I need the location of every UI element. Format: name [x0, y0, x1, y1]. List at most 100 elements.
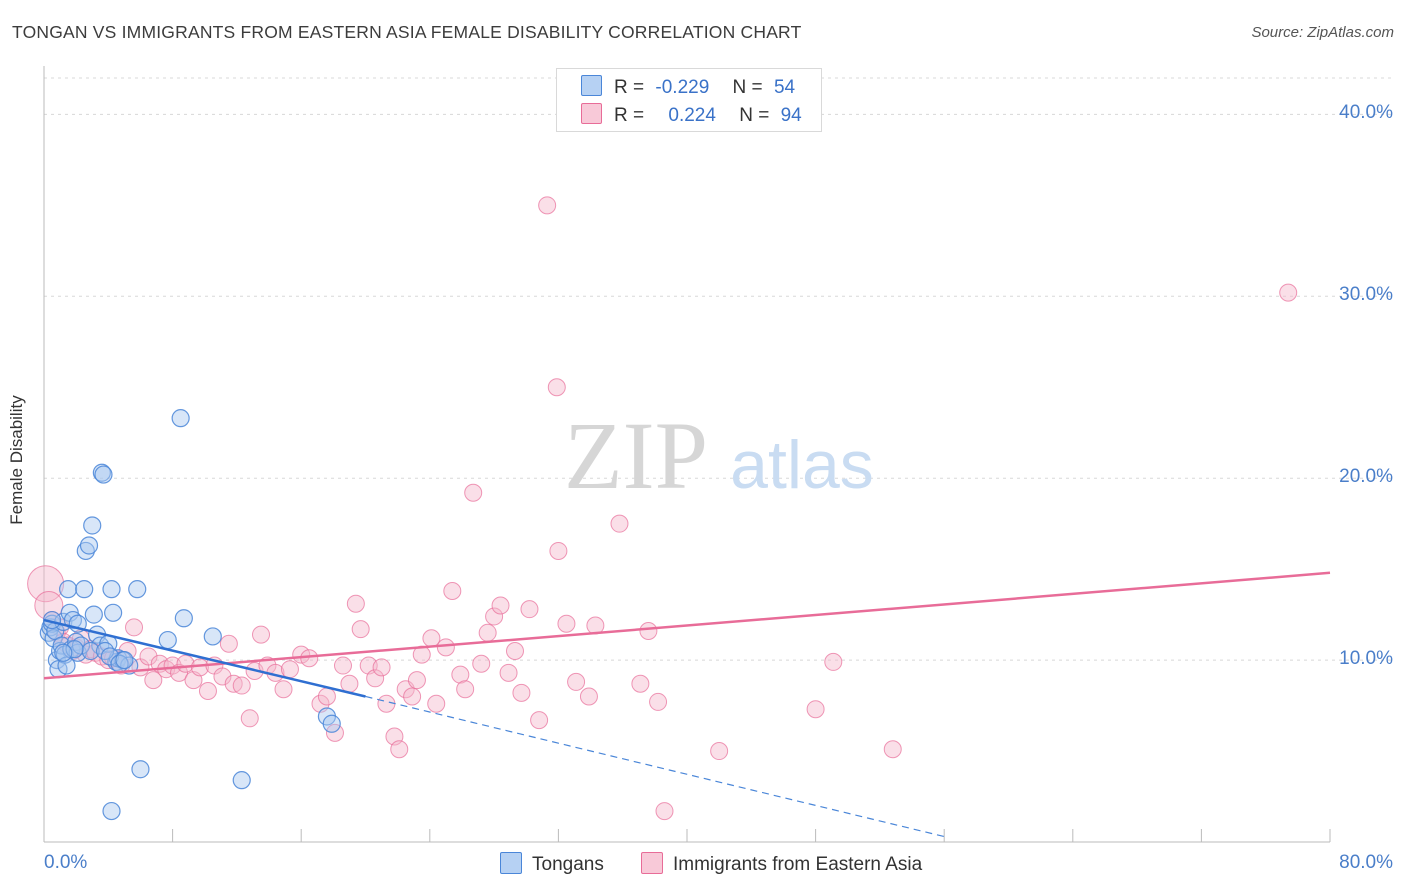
immigrants-point: [422, 629, 441, 648]
immigrants-point: [478, 623, 497, 642]
tongans-trend-extension: [365, 695, 945, 838]
watermark-atlas: atlas: [730, 427, 874, 503]
immigrants-point: [443, 581, 462, 600]
immigrants-point: [464, 483, 483, 502]
x-tick-min: 0.0%: [44, 852, 88, 873]
immigrants-point: [317, 687, 336, 706]
r-value: -0.229: [655, 77, 710, 98]
legend-label-tongans: Tongans: [532, 854, 604, 875]
immigrants-point: [491, 596, 510, 615]
source-label: Source: ZipAtlas.com: [1251, 24, 1394, 41]
tongans-point: [171, 409, 190, 428]
immigrants-point: [300, 649, 319, 668]
tongans-point: [158, 630, 177, 650]
immigrants-point: [530, 711, 549, 730]
immigrants-point: [557, 614, 576, 633]
tongans-point: [104, 603, 123, 622]
tongans-point: [322, 714, 341, 733]
immigrants-point: [883, 740, 902, 759]
immigrants-point: [144, 671, 163, 690]
legend-label-immigrants: Immigrants from Eastern Asia: [673, 854, 923, 875]
immigrants-point: [547, 378, 566, 397]
tongans-point: [174, 609, 193, 628]
tongans-point: [102, 580, 121, 599]
immigrants-point: [377, 694, 396, 713]
r-label: R =: [614, 77, 645, 98]
legend-row-tongans: R = -0.229 N = 54: [581, 75, 795, 99]
immigrants-point: [485, 607, 504, 626]
immigrants-point: [655, 802, 674, 821]
y-tick-label: 40.0%: [1339, 102, 1393, 124]
immigrants-point: [403, 687, 422, 706]
immigrants-point: [213, 667, 232, 686]
tongans-trend-line: [43, 618, 366, 698]
tongans-point: [59, 580, 78, 599]
x-tick-max: 80.0%: [1339, 852, 1393, 873]
tongans-point: [95, 641, 115, 661]
immigrants-point: [579, 687, 598, 706]
immigrants-point: [139, 647, 158, 666]
immigrants-swatch: [641, 852, 663, 874]
tongans-point: [203, 627, 222, 646]
tongans-point: [83, 516, 102, 535]
immigrants-point: [806, 700, 825, 719]
tongans-point: [65, 640, 84, 659]
immigrants-point: [232, 676, 251, 695]
immigrants-point: [520, 600, 539, 619]
watermark-zip: ZIP: [564, 402, 708, 509]
tongans-point: [232, 771, 251, 790]
immigrants-point: [333, 656, 352, 675]
immigrants-point: [1279, 283, 1298, 302]
n-label: N =: [739, 105, 770, 126]
immigrants-point: [366, 669, 385, 688]
immigrants-point: [639, 621, 658, 640]
tongans-point: [76, 541, 95, 561]
tongans-swatch: [581, 75, 602, 96]
y-tick-label: 30.0%: [1339, 284, 1393, 306]
y-tick-label: 20.0%: [1339, 466, 1393, 488]
tongans-point: [100, 647, 120, 666]
legend-item-immigrants: Immigrants from Eastern Asia: [641, 852, 922, 876]
n-value: 54: [773, 77, 796, 98]
immigrants-point: [824, 652, 843, 671]
immigrants-point: [351, 620, 370, 639]
immigrants-point: [252, 625, 271, 644]
immigrants-point: [125, 618, 144, 637]
immigrants-point: [505, 642, 524, 660]
immigrants-point: [346, 594, 365, 613]
immigrants-point: [549, 541, 568, 560]
tongans-point: [131, 760, 150, 779]
immigrants-point: [219, 634, 238, 653]
immigrants-point: [472, 654, 491, 673]
immigrants-point: [538, 196, 557, 215]
immigrants-point: [436, 638, 455, 657]
r-label: R =: [614, 105, 645, 126]
tongans-point: [79, 536, 99, 555]
tongans-point: [115, 650, 134, 670]
immigrants-point: [390, 740, 409, 759]
immigrants-point: [240, 709, 259, 728]
legend-row-immigrants: R = 0.224 N = 94: [581, 103, 802, 127]
legend-item-tongans: Tongans: [500, 852, 604, 876]
tongans-point: [102, 801, 121, 821]
immigrants-point: [649, 692, 668, 711]
tongans-point: [84, 605, 103, 624]
immigrants-point: [198, 682, 217, 701]
immigrants-point: [451, 665, 470, 684]
trend-lines: [43, 571, 1331, 838]
tongans-point: [42, 610, 62, 630]
y-tick-label: 10.0%: [1339, 648, 1393, 670]
immigrants-point: [340, 674, 359, 693]
n-value: 94: [780, 105, 802, 126]
tongans-swatch: [500, 852, 522, 874]
tongans-point: [75, 580, 94, 599]
immigrants-point: [710, 742, 729, 761]
immigrants-point: [427, 694, 446, 713]
immigrants-point: [512, 683, 531, 702]
n-label: N =: [732, 77, 763, 98]
chart-title: TONGAN VS IMMIGRANTS FROM EASTERN ASIA F…: [12, 22, 802, 42]
immigrants-point: [372, 658, 391, 677]
tongans-point: [54, 643, 73, 662]
tongans-points: [39, 409, 341, 821]
